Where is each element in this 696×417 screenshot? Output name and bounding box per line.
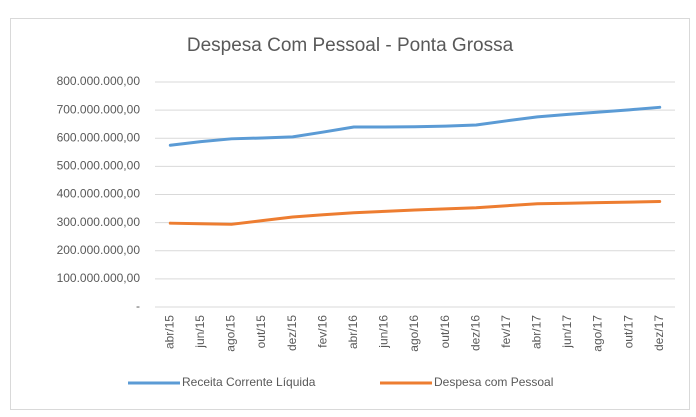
x-tick-label: out/16 (438, 315, 452, 349)
y-tick-label: 800.000.000,00 (57, 74, 141, 88)
y-tick-label: 500.000.000,00 (57, 159, 141, 173)
y-tick-label: 200.000.000,00 (57, 243, 141, 257)
x-tick-label: ago/15 (224, 315, 238, 352)
x-tick-label: dez/16 (468, 315, 482, 351)
y-tick-label: 700.000.000,00 (57, 102, 141, 116)
x-tick-label: abr/16 (346, 315, 360, 349)
y-tick-label: 100.000.000,00 (57, 271, 141, 285)
x-tick-label: dez/15 (285, 315, 299, 351)
x-tick-label: jun/16 (377, 315, 391, 349)
x-tick-label: jun/15 (193, 315, 207, 349)
chart-title: Despesa Com Pessoal - Ponta Grossa (187, 35, 514, 56)
x-tick-label: ago/17 (591, 315, 605, 352)
x-tick-label: abr/17 (530, 315, 544, 349)
legend-label: Receita Corrente Líquida (182, 375, 316, 389)
series-line (168, 105, 662, 147)
x-tick-label: out/17 (621, 315, 635, 349)
x-tick-label: jun/17 (560, 315, 574, 349)
x-tick-label: fev/17 (499, 315, 513, 348)
x-tick-label: dez/17 (652, 315, 666, 351)
x-tick-label: ago/16 (407, 315, 421, 352)
y-tick-label: - (136, 299, 140, 313)
y-tick-label: 300.000.000,00 (57, 215, 141, 229)
y-tick-label: 400.000.000,00 (57, 187, 141, 201)
y-tick-label: 600.000.000,00 (57, 130, 141, 144)
x-tick-label: abr/15 (162, 315, 176, 349)
series-line (168, 200, 662, 226)
x-tick-label: fev/16 (315, 315, 329, 348)
x-tick-label: out/15 (254, 315, 268, 349)
legend-label: Despesa com Pessoal (434, 375, 553, 389)
